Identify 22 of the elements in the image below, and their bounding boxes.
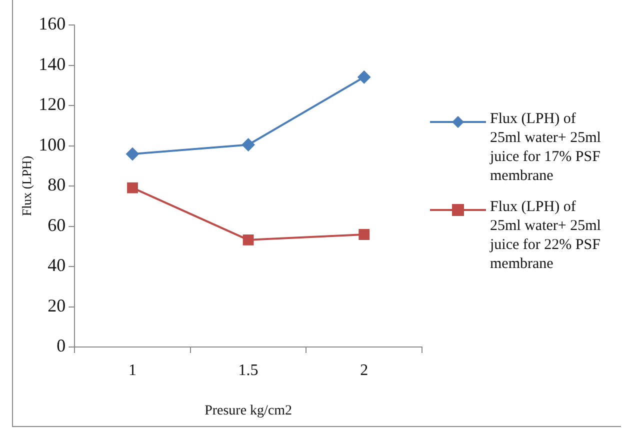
- y-tick-label: 120: [38, 94, 66, 114]
- y-tick-label: 0: [56, 336, 66, 356]
- legend-label: Flux (LPH) of 25ml water+ 25ml juice for 17% PSF membrane: [490, 110, 602, 186]
- y-tick-label: 60: [48, 214, 66, 235]
- y-axis-title: Flux (LPH): [19, 156, 34, 216]
- y-tick-label: 40: [48, 255, 66, 276]
- x-tick-label: 1: [128, 362, 136, 379]
- x-axis-title: Presure kg/cm2: [204, 403, 292, 418]
- point: [358, 70, 371, 84]
- y-tick-label: 100: [38, 134, 66, 154]
- x-tick-label: 2: [360, 362, 368, 379]
- point: [126, 148, 139, 160]
- point: [242, 234, 254, 246]
- y-tick-label: 80: [48, 174, 66, 195]
- y-tick-label: 160: [38, 14, 66, 34]
- legend-label: Flux (LPH) of 25ml water+ 25ml juice for 22% PSF membrane: [490, 198, 602, 274]
- y-tick-label: 140: [38, 54, 66, 74]
- y-tick-label: 20: [48, 295, 66, 316]
- x-tick-label: 1.5: [238, 362, 258, 379]
- point: [127, 182, 138, 194]
- point: [358, 229, 370, 240]
- point: [242, 138, 255, 152]
